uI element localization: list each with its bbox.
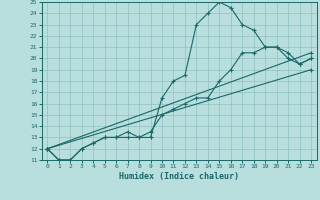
X-axis label: Humidex (Indice chaleur): Humidex (Indice chaleur): [119, 172, 239, 181]
